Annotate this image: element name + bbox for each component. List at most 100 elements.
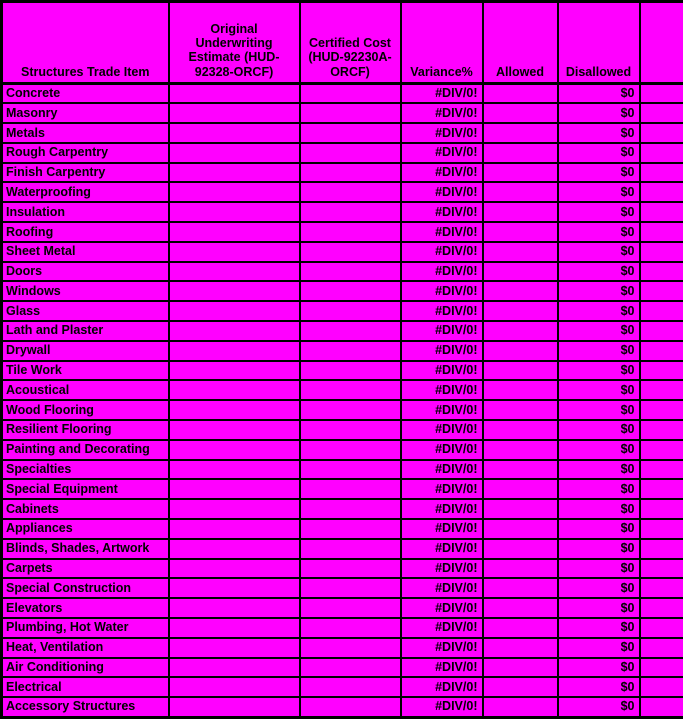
cell-allowed[interactable]: [483, 539, 558, 559]
cell-disallowed[interactable]: $0: [558, 123, 640, 143]
cell-variance[interactable]: #DIV/0!: [401, 380, 483, 400]
cell-certified-cost[interactable]: [300, 361, 401, 381]
cell-variance[interactable]: #DIV/0!: [401, 301, 483, 321]
cell-variance[interactable]: #DIV/0!: [401, 618, 483, 638]
cell-disallowed[interactable]: $0: [558, 519, 640, 539]
cell-trade-item[interactable]: Glass: [2, 301, 169, 321]
cell-variance[interactable]: #DIV/0!: [401, 420, 483, 440]
cell-certified-cost[interactable]: [300, 638, 401, 658]
cell-trade-item[interactable]: Resilient Flooring: [2, 420, 169, 440]
cell-disallowed[interactable]: $0: [558, 598, 640, 618]
cell-disallowed[interactable]: $0: [558, 242, 640, 262]
cell-variance[interactable]: #DIV/0!: [401, 598, 483, 618]
cell-extra[interactable]: [640, 400, 683, 420]
cell-extra[interactable]: [640, 103, 683, 123]
cell-allowed[interactable]: [483, 697, 558, 717]
cell-extra[interactable]: [640, 281, 683, 301]
cell-original-estimate[interactable]: [169, 559, 300, 579]
cell-variance[interactable]: #DIV/0!: [401, 222, 483, 242]
cell-variance[interactable]: #DIV/0!: [401, 460, 483, 480]
cell-disallowed[interactable]: $0: [558, 499, 640, 519]
cell-disallowed[interactable]: $0: [558, 321, 640, 341]
cell-trade-item[interactable]: Windows: [2, 281, 169, 301]
cell-extra[interactable]: [640, 539, 683, 559]
cell-trade-item[interactable]: Lath and Plaster: [2, 321, 169, 341]
cell-disallowed[interactable]: $0: [558, 658, 640, 678]
cell-variance[interactable]: #DIV/0!: [401, 262, 483, 282]
cell-trade-item[interactable]: Rough Carpentry: [2, 143, 169, 163]
cell-original-estimate[interactable]: [169, 519, 300, 539]
cell-certified-cost[interactable]: [300, 578, 401, 598]
cell-extra[interactable]: [640, 440, 683, 460]
header-structures-trade-item[interactable]: Structures Trade Item: [2, 2, 169, 84]
cell-disallowed[interactable]: $0: [558, 143, 640, 163]
cell-original-estimate[interactable]: [169, 361, 300, 381]
cell-extra[interactable]: [640, 499, 683, 519]
cell-original-estimate[interactable]: [169, 479, 300, 499]
cell-extra[interactable]: [640, 182, 683, 202]
cell-variance[interactable]: #DIV/0!: [401, 103, 483, 123]
cell-trade-item[interactable]: Heat, Ventilation: [2, 638, 169, 658]
cell-trade-item[interactable]: Special Equipment: [2, 479, 169, 499]
cell-extra[interactable]: [640, 658, 683, 678]
cell-allowed[interactable]: [483, 638, 558, 658]
cell-extra[interactable]: [640, 84, 683, 104]
cell-allowed[interactable]: [483, 598, 558, 618]
cell-extra[interactable]: [640, 697, 683, 717]
cell-allowed[interactable]: [483, 321, 558, 341]
cell-certified-cost[interactable]: [300, 341, 401, 361]
cell-certified-cost[interactable]: [300, 321, 401, 341]
cell-allowed[interactable]: [483, 222, 558, 242]
cell-variance[interactable]: #DIV/0!: [401, 697, 483, 717]
cell-allowed[interactable]: [483, 163, 558, 183]
cell-extra[interactable]: [640, 638, 683, 658]
header-disallowed[interactable]: Disallowed: [558, 2, 640, 84]
cell-allowed[interactable]: [483, 578, 558, 598]
cell-allowed[interactable]: [483, 440, 558, 460]
cell-certified-cost[interactable]: [300, 103, 401, 123]
cell-allowed[interactable]: [483, 84, 558, 104]
cell-original-estimate[interactable]: [169, 242, 300, 262]
cell-disallowed[interactable]: $0: [558, 262, 640, 282]
cell-allowed[interactable]: [483, 123, 558, 143]
cell-allowed[interactable]: [483, 281, 558, 301]
cell-disallowed[interactable]: $0: [558, 677, 640, 697]
cell-certified-cost[interactable]: [300, 143, 401, 163]
header-empty[interactable]: [640, 2, 683, 84]
cell-original-estimate[interactable]: [169, 499, 300, 519]
cell-original-estimate[interactable]: [169, 658, 300, 678]
cell-certified-cost[interactable]: [300, 658, 401, 678]
cell-extra[interactable]: [640, 479, 683, 499]
cell-trade-item[interactable]: Electrical: [2, 677, 169, 697]
cell-original-estimate[interactable]: [169, 84, 300, 104]
cell-trade-item[interactable]: Plumbing, Hot Water: [2, 618, 169, 638]
cell-disallowed[interactable]: $0: [558, 697, 640, 717]
cell-disallowed[interactable]: $0: [558, 400, 640, 420]
cell-trade-item[interactable]: Specialties: [2, 460, 169, 480]
cell-original-estimate[interactable]: [169, 400, 300, 420]
cell-trade-item[interactable]: Doors: [2, 262, 169, 282]
cell-trade-item[interactable]: Sheet Metal: [2, 242, 169, 262]
cell-original-estimate[interactable]: [169, 222, 300, 242]
cell-certified-cost[interactable]: [300, 460, 401, 480]
cell-variance[interactable]: #DIV/0!: [401, 182, 483, 202]
cell-original-estimate[interactable]: [169, 380, 300, 400]
cell-certified-cost[interactable]: [300, 519, 401, 539]
cell-certified-cost[interactable]: [300, 400, 401, 420]
cell-variance[interactable]: #DIV/0!: [401, 143, 483, 163]
cell-disallowed[interactable]: $0: [558, 539, 640, 559]
cell-certified-cost[interactable]: [300, 440, 401, 460]
cell-trade-item[interactable]: Carpets: [2, 559, 169, 579]
cell-original-estimate[interactable]: [169, 281, 300, 301]
cell-certified-cost[interactable]: [300, 697, 401, 717]
cell-variance[interactable]: #DIV/0!: [401, 539, 483, 559]
cell-trade-item[interactable]: Finish Carpentry: [2, 163, 169, 183]
cell-allowed[interactable]: [483, 341, 558, 361]
cell-disallowed[interactable]: $0: [558, 420, 640, 440]
cell-variance[interactable]: #DIV/0!: [401, 578, 483, 598]
cell-extra[interactable]: [640, 301, 683, 321]
cell-variance[interactable]: #DIV/0!: [401, 638, 483, 658]
cell-variance[interactable]: #DIV/0!: [401, 400, 483, 420]
cell-trade-item[interactable]: Painting and Decorating: [2, 440, 169, 460]
cell-variance[interactable]: #DIV/0!: [401, 677, 483, 697]
